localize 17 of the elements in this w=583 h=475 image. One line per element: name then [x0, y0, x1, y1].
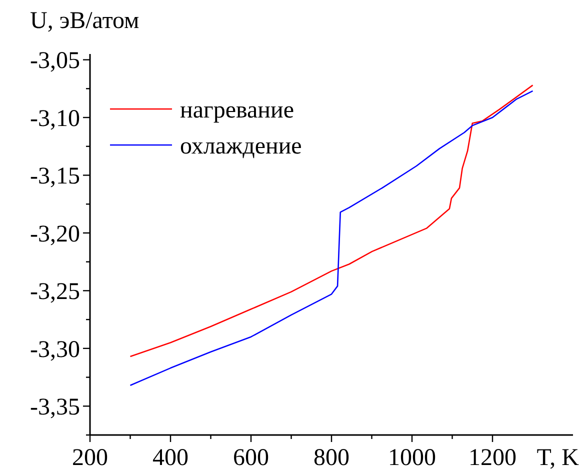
y-tick-label: -3,30: [30, 336, 80, 363]
y-tick-label: -3,25: [30, 279, 80, 306]
y-tick-label: -3,10: [30, 106, 80, 132]
legend-label: нагревание: [180, 97, 294, 124]
y-tick-label: -3,35: [30, 394, 80, 421]
legend-label: охлаждение: [180, 133, 302, 160]
x-tick-label: 200: [72, 445, 108, 471]
x-tick-label: 400: [152, 445, 188, 471]
y-tick-label: -3,20: [30, 221, 80, 248]
x-tick-label: 1200: [468, 445, 516, 471]
x-tick-label: 600: [233, 445, 269, 471]
y-axis-title: U, эВ/атом: [30, 8, 140, 34]
x-axis-title: T, K: [536, 445, 580, 471]
x-tick-label: 1000: [388, 445, 436, 471]
x-tick-label: 800: [314, 445, 350, 471]
y-tick-label: -3,05: [30, 48, 80, 74]
y-tick-label: -3,15: [30, 164, 80, 190]
